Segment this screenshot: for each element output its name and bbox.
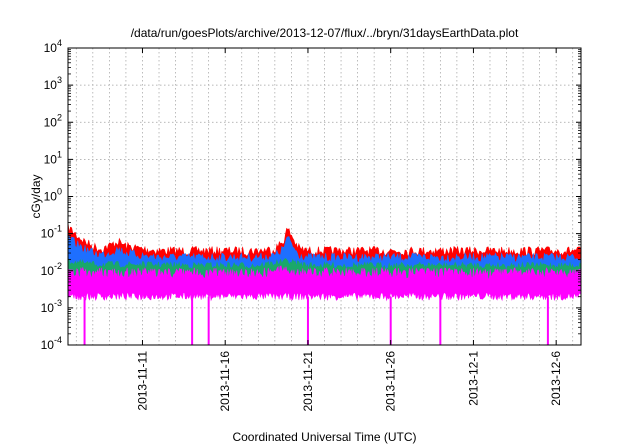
y-tick-label: 10-2 bbox=[41, 261, 62, 278]
chart-title: /data/run/goesPlots/archive/2013-12-07/f… bbox=[131, 26, 519, 40]
y-tick-label: 10-1 bbox=[41, 224, 62, 241]
y-axis-title: cGy/day bbox=[29, 174, 43, 218]
y-tick-label: 104 bbox=[44, 38, 62, 55]
x-tick-label: 2013-11-21 bbox=[301, 351, 315, 412]
x-axis-title: Coordinated Universal Time (UTC) bbox=[232, 430, 416, 444]
series-layer bbox=[67, 222, 582, 345]
x-tick-label: 2013-12-1 bbox=[466, 351, 480, 406]
x-tick-labels: 2013-11-11 2013-11-16 2013-11-21 2013-11-26… bbox=[135, 351, 563, 412]
x-tick-label: 2013-11-11 bbox=[135, 351, 149, 411]
y-tick-label: 101 bbox=[44, 149, 62, 166]
x-tick-label: 2013-11-16 bbox=[218, 351, 232, 412]
y-tick-labels: 10-4 10-3 10-2 10-1 100 101 102 103 104 bbox=[41, 38, 62, 352]
ticks bbox=[68, 47, 581, 346]
y-tick-label: 10-4 bbox=[41, 335, 62, 352]
y-tick-label: 103 bbox=[44, 75, 62, 92]
x-tick-label: 2013-12-6 bbox=[549, 351, 563, 406]
y-tick-label: 100 bbox=[44, 187, 62, 204]
x-tick-label: 2013-11-26 bbox=[384, 351, 398, 412]
grid bbox=[68, 48, 581, 345]
y-tick-label: 102 bbox=[44, 112, 62, 129]
y-tick-label: 10-3 bbox=[41, 298, 62, 315]
series-magenta-area bbox=[67, 265, 582, 302]
